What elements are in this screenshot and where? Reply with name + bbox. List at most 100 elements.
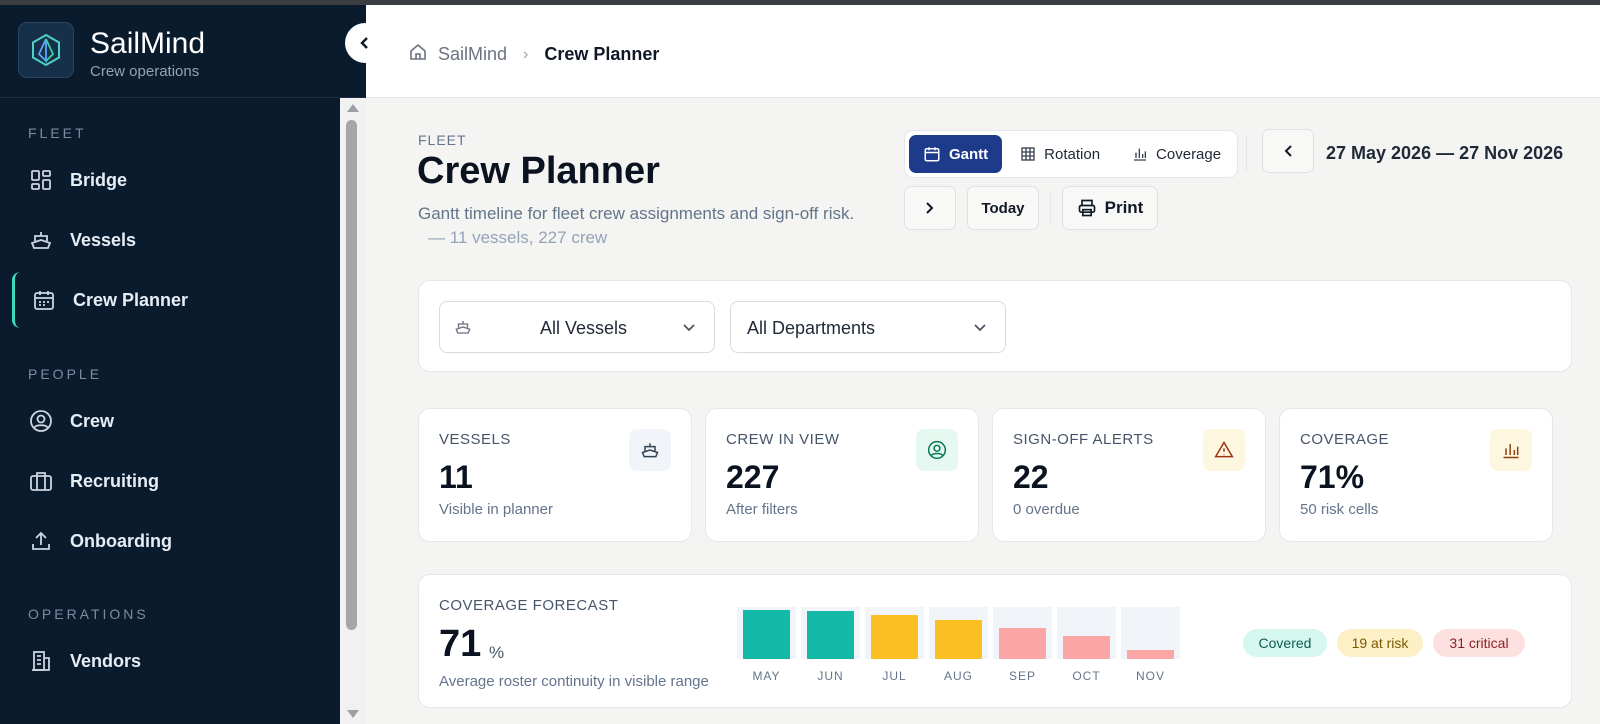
view-tab-label: Gantt <box>949 145 989 163</box>
warning-icon <box>1203 429 1245 471</box>
sidebar-item-onboarding[interactable]: Onboarding <box>12 513 342 569</box>
nav-section-people: PEOPLE <box>28 366 103 382</box>
bar-chart-icon <box>1134 148 1147 161</box>
chevron-right-icon: › <box>523 45 529 63</box>
sidebar-collapse-button[interactable] <box>345 23 385 63</box>
view-tab-rotation[interactable]: Rotation <box>1006 135 1114 173</box>
department-select[interactable]: All Departments <box>730 301 1006 353</box>
stat-card-vessels: VESSELS 11 Visible in planner <box>418 408 692 542</box>
chevron-right-icon <box>926 202 934 214</box>
chart-month-label: SEP <box>1008 669 1036 683</box>
home-icon[interactable] <box>408 42 428 67</box>
legend-chip-at-risk: 19 at risk <box>1337 629 1423 657</box>
chart-bar <box>935 620 982 659</box>
sidebar-item-label: Recruiting <box>70 470 160 491</box>
stat-sub: After filters <box>726 501 798 518</box>
breadcrumb-home[interactable]: SailMind <box>438 44 508 64</box>
sidebar: SailMind Crew operations FLEET Bridge Ve… <box>0 5 366 724</box>
chart-month-label: OCT <box>1072 669 1101 683</box>
stat-label: VESSELS <box>439 431 511 448</box>
calendar-icon <box>31 287 57 313</box>
sidebar-item-label: Crew <box>70 410 115 431</box>
grid-icon <box>28 167 54 193</box>
chart-bar <box>807 611 854 659</box>
logo-icon <box>18 22 74 78</box>
chart-bar <box>999 628 1046 659</box>
ship-icon <box>454 318 472 341</box>
scrollbar-thumb[interactable] <box>346 120 357 630</box>
chevron-left-icon <box>1284 145 1292 157</box>
filter-bar: All Vessels All Departments <box>418 280 1572 372</box>
view-tab-label: Coverage <box>1156 145 1222 163</box>
sidebar-item-label: Bridge <box>70 169 128 190</box>
department-select-value: All Departments <box>747 318 876 338</box>
today-button[interactable]: Today <box>967 186 1039 230</box>
vessel-select[interactable]: All Vessels <box>439 301 715 353</box>
main-content: FLEET Crew Planner Gantt timeline for fl… <box>366 98 1600 724</box>
sidebar-item-label: Vessels <box>70 229 137 250</box>
chevron-down-icon <box>682 318 696 339</box>
print-label: Print <box>1104 198 1144 217</box>
coverage-forecast-card: COVERAGE FORECAST 71 % Average roster co… <box>418 574 1572 708</box>
chart-column: NOV <box>1121 607 1180 683</box>
upload-icon <box>28 528 54 554</box>
nav-section-fleet: FLEET <box>28 125 87 141</box>
view-switcher: Gantt Rotation Coverage <box>904 130 1238 178</box>
breadcrumb: SailMind › Crew Planner <box>408 42 659 67</box>
forecast-label: COVERAGE FORECAST <box>439 597 619 614</box>
sidebar-item-vessels[interactable]: Vessels <box>12 212 342 268</box>
chart-month-label: AUG <box>943 669 973 683</box>
scroll-down-arrow-icon[interactable] <box>347 710 359 718</box>
chart-column: AUG <box>929 607 988 683</box>
sidebar-scrollbar[interactable] <box>340 98 366 724</box>
forecast-sub: Average roster continuity in visible ran… <box>439 673 709 690</box>
forecast-value: 71 <box>439 623 482 665</box>
legend-chip-critical: 31 critical <box>1433 629 1525 657</box>
print-button[interactable]: Print <box>1062 186 1158 230</box>
stat-sub: 0 overdue <box>1013 501 1080 518</box>
sidebar-item-label: Vendors <box>70 650 142 671</box>
toolbar-divider <box>1050 192 1051 224</box>
table-icon <box>1021 147 1035 161</box>
sidebar-item-crew[interactable]: Crew <box>12 393 342 449</box>
prev-range-button[interactable] <box>1262 129 1314 173</box>
page-description: Gantt timeline for fleet crew assignment… <box>418 204 855 223</box>
view-tab-coverage[interactable]: Coverage <box>1118 135 1235 173</box>
sidebar-item-label: Crew Planner <box>73 289 189 310</box>
chart-column: OCT <box>1057 607 1116 683</box>
sidebar-item-bridge[interactable]: Bridge <box>12 152 342 208</box>
building-icon <box>28 648 54 674</box>
stat-label: COVERAGE <box>1300 431 1390 448</box>
calendar-icon <box>924 147 940 162</box>
sidebar-item-crew-planner[interactable]: Crew Planner <box>12 272 342 328</box>
window-top-strip <box>0 0 1600 5</box>
sidebar-item-label: Onboarding <box>70 530 172 551</box>
sidebar-item-recruiting[interactable]: Recruiting <box>12 453 342 509</box>
briefcase-icon <box>28 468 54 494</box>
stat-card-coverage: COVERAGE 71% 50 risk cells <box>1279 408 1553 542</box>
chart-bar <box>1127 650 1174 659</box>
chart-month-label: JUL <box>882 669 907 683</box>
ship-icon <box>28 227 54 253</box>
sidebar-item-vendors[interactable]: Vendors <box>12 633 342 689</box>
chart-column: JUL <box>865 607 924 683</box>
stat-card-crew-in-view: CREW IN VIEW 227 After filters <box>705 408 979 542</box>
view-tab-gantt[interactable]: Gantt <box>909 135 1003 173</box>
chart-bar <box>871 615 918 659</box>
brand: SailMind Crew operations <box>0 5 366 98</box>
toolbar-divider <box>1246 136 1247 172</box>
scroll-up-arrow-icon[interactable] <box>347 104 359 112</box>
next-range-button[interactable] <box>904 186 956 230</box>
chart-month-label: MAY <box>752 669 781 683</box>
page-meta: — 11 vessels, 227 crew <box>428 228 608 247</box>
app-subtitle: Crew operations <box>90 63 200 80</box>
vessel-select-value: All Vessels <box>540 318 628 338</box>
top-header: SailMind › Crew Planner <box>366 5 1600 98</box>
forecast-unit: % <box>489 643 505 662</box>
chevron-down-icon <box>973 318 987 339</box>
stat-sub: Visible in planner <box>439 501 553 518</box>
legend-chip-covered: Covered <box>1243 629 1327 657</box>
stat-value: 71% <box>1300 459 1365 495</box>
stat-label: SIGN-OFF ALERTS <box>1013 431 1154 448</box>
stat-label: CREW IN VIEW <box>726 431 840 448</box>
